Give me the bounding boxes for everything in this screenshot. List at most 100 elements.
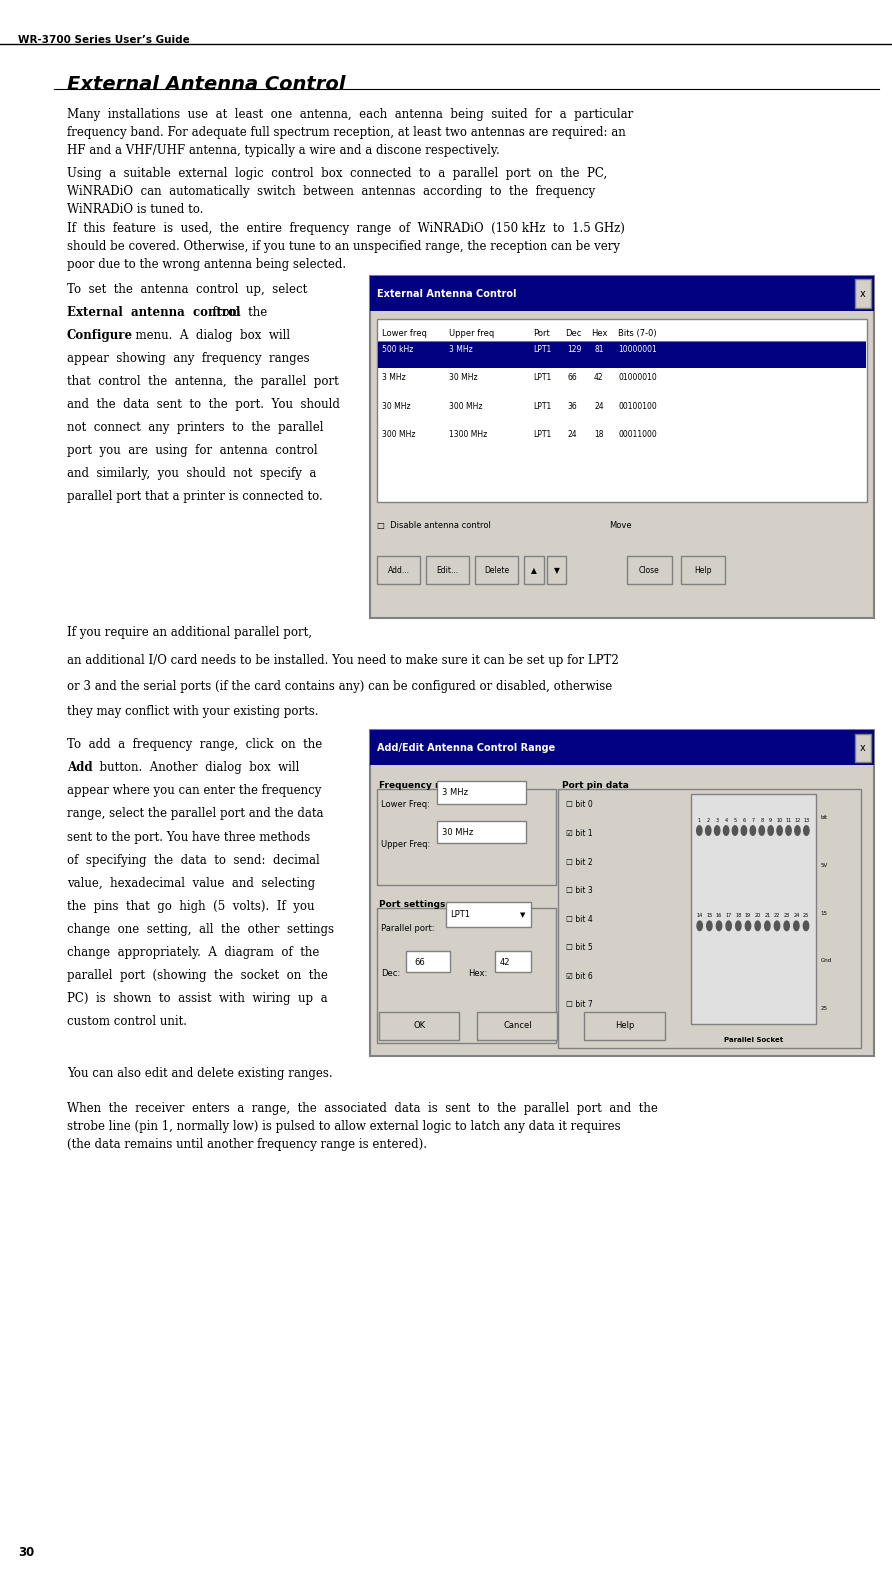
Circle shape bbox=[706, 826, 711, 835]
Text: from  the: from the bbox=[205, 305, 268, 319]
Text: ▲: ▲ bbox=[532, 565, 537, 575]
Text: Lower freq: Lower freq bbox=[382, 329, 426, 338]
FancyBboxPatch shape bbox=[377, 789, 556, 885]
Text: Parallel port:: Parallel port: bbox=[381, 924, 434, 934]
Text: ☐ bit 5: ☐ bit 5 bbox=[566, 943, 593, 953]
Text: bit: bit bbox=[821, 815, 828, 821]
Text: Port settings: Port settings bbox=[379, 900, 445, 910]
Text: Hex:: Hex: bbox=[468, 969, 488, 978]
Text: WR-3700 Series User’s Guide: WR-3700 Series User’s Guide bbox=[18, 35, 190, 44]
Text: External Antenna Control: External Antenna Control bbox=[67, 75, 345, 94]
Text: 30 MHz: 30 MHz bbox=[382, 402, 410, 411]
Text: 300 MHz: 300 MHz bbox=[449, 402, 483, 411]
Circle shape bbox=[774, 921, 780, 931]
Text: Dec: Dec bbox=[565, 329, 581, 338]
Text: Parallel Socket: Parallel Socket bbox=[724, 1037, 783, 1043]
Text: 17: 17 bbox=[725, 913, 731, 918]
FancyBboxPatch shape bbox=[475, 556, 518, 584]
FancyBboxPatch shape bbox=[495, 951, 531, 972]
Text: and  the  data  sent  to  the  port.  You  should: and the data sent to the port. You shoul… bbox=[67, 397, 340, 411]
Text: 10: 10 bbox=[776, 818, 783, 823]
Circle shape bbox=[755, 921, 760, 931]
Circle shape bbox=[750, 826, 756, 835]
Text: menu.  A  dialog  box  will: menu. A dialog box will bbox=[128, 329, 290, 341]
FancyBboxPatch shape bbox=[370, 276, 874, 618]
Circle shape bbox=[777, 826, 782, 835]
Text: Using  a  suitable  external  logic  control  box  connected  to  a  parallel  p: Using a suitable external logic control … bbox=[67, 167, 607, 216]
Circle shape bbox=[795, 826, 800, 835]
Text: that  control  the  antenna,  the  parallel  port: that control the antenna, the parallel p… bbox=[67, 375, 339, 387]
Text: 25: 25 bbox=[803, 913, 809, 918]
Text: 23: 23 bbox=[783, 913, 789, 918]
Text: 16: 16 bbox=[716, 913, 723, 918]
Text: Add/Edit Antenna Control Range: Add/Edit Antenna Control Range bbox=[377, 743, 556, 753]
Text: 22: 22 bbox=[774, 913, 780, 918]
Text: To  set  the  antenna  control  up,  select: To set the antenna control up, select bbox=[67, 283, 307, 295]
FancyBboxPatch shape bbox=[477, 1012, 558, 1040]
Text: 3 MHz: 3 MHz bbox=[442, 788, 467, 797]
FancyBboxPatch shape bbox=[691, 794, 816, 1024]
Text: Add: Add bbox=[67, 761, 93, 775]
Text: and  similarly,  you  should  not  specify  a: and similarly, you should not specify a bbox=[67, 467, 317, 480]
Text: 30 MHz: 30 MHz bbox=[442, 827, 473, 837]
Circle shape bbox=[716, 921, 722, 931]
Text: 9: 9 bbox=[769, 818, 772, 823]
Text: range, select the parallel port and the data: range, select the parallel port and the … bbox=[67, 807, 324, 821]
Text: □  Disable antenna control: □ Disable antenna control bbox=[377, 521, 491, 530]
Text: When  the  receiver  enters  a  range,  the  associated  data  is  sent  to  the: When the receiver enters a range, the as… bbox=[67, 1102, 657, 1151]
Text: Lower Freq:: Lower Freq: bbox=[381, 800, 430, 810]
Circle shape bbox=[706, 921, 712, 931]
Text: change  appropriately.  A  diagram  of  the: change appropriately. A diagram of the bbox=[67, 946, 319, 959]
Text: 14: 14 bbox=[697, 913, 703, 918]
Text: OK: OK bbox=[413, 1021, 425, 1031]
Circle shape bbox=[804, 826, 809, 835]
FancyBboxPatch shape bbox=[370, 276, 874, 311]
Text: Many  installations  use  at  least  one  antenna,  each  antenna  being  suited: Many installations use at least one ante… bbox=[67, 108, 633, 157]
Text: Hex: Hex bbox=[591, 329, 607, 338]
Text: Move: Move bbox=[609, 521, 632, 530]
Text: 129: 129 bbox=[567, 345, 582, 354]
Text: LPT1: LPT1 bbox=[533, 402, 551, 411]
Text: 01000010: 01000010 bbox=[618, 373, 657, 383]
Text: 3 MHz: 3 MHz bbox=[449, 345, 473, 354]
FancyBboxPatch shape bbox=[446, 902, 531, 927]
Text: 66: 66 bbox=[415, 958, 425, 967]
Text: 2: 2 bbox=[706, 818, 710, 823]
Text: ☑ bit 1: ☑ bit 1 bbox=[566, 829, 593, 838]
FancyBboxPatch shape bbox=[524, 556, 544, 584]
Text: Gnd: Gnd bbox=[821, 958, 832, 964]
Text: Help: Help bbox=[615, 1021, 634, 1031]
Circle shape bbox=[804, 921, 809, 931]
FancyBboxPatch shape bbox=[584, 1012, 665, 1040]
Text: 36: 36 bbox=[567, 402, 577, 411]
Text: 5: 5 bbox=[733, 818, 737, 823]
Text: 30 MHz: 30 MHz bbox=[449, 373, 477, 383]
Text: the  pins  that  go  high  (5  volts).  If  you: the pins that go high (5 volts). If you bbox=[67, 899, 314, 913]
Text: not  connect  any  printers  to  the  parallel: not connect any printers to the parallel bbox=[67, 421, 324, 434]
Text: port  you  are  using  for  antenna  control: port you are using for antenna control bbox=[67, 443, 318, 457]
Text: they may conflict with your existing ports.: they may conflict with your existing por… bbox=[67, 705, 318, 718]
Text: 3 MHz: 3 MHz bbox=[382, 373, 406, 383]
Circle shape bbox=[726, 921, 731, 931]
Text: 21: 21 bbox=[764, 913, 771, 918]
Text: 3: 3 bbox=[715, 818, 719, 823]
FancyBboxPatch shape bbox=[377, 319, 867, 502]
Text: 18: 18 bbox=[735, 913, 741, 918]
Text: 18: 18 bbox=[594, 430, 604, 440]
Circle shape bbox=[723, 826, 729, 835]
Text: 10000001: 10000001 bbox=[618, 345, 657, 354]
Text: 8: 8 bbox=[760, 818, 764, 823]
Text: 5V: 5V bbox=[821, 862, 828, 869]
Text: External  antenna  control: External antenna control bbox=[67, 305, 240, 319]
Circle shape bbox=[697, 826, 702, 835]
FancyBboxPatch shape bbox=[437, 821, 526, 843]
Text: 300 MHz: 300 MHz bbox=[382, 430, 416, 440]
Circle shape bbox=[714, 826, 720, 835]
Text: parallel  port  (showing  the  socket  on  the: parallel port (showing the socket on the bbox=[67, 969, 327, 981]
Circle shape bbox=[784, 921, 789, 931]
Text: sent to the port. You have three methods: sent to the port. You have three methods bbox=[67, 831, 310, 843]
Text: 24: 24 bbox=[594, 402, 604, 411]
FancyBboxPatch shape bbox=[406, 951, 450, 972]
Text: 1: 1 bbox=[698, 818, 701, 823]
Text: 00011000: 00011000 bbox=[618, 430, 657, 440]
